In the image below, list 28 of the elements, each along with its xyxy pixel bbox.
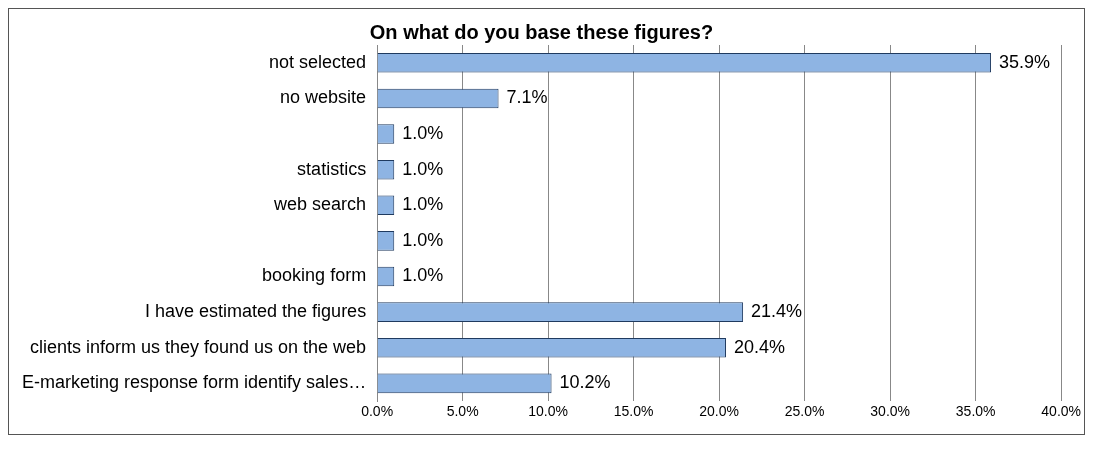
x-tick-label: 5.0% xyxy=(446,403,479,420)
y-tick-label: E-marketing response form identify sales… xyxy=(22,372,367,393)
x-tick-label: 40.0% xyxy=(1041,403,1081,420)
y-tick-label: I have estimated the figures xyxy=(145,301,367,322)
y-tick-label: no website xyxy=(280,87,367,108)
chart-title: On what do you base these figures? xyxy=(369,20,714,43)
data-label: 7.1% xyxy=(506,87,548,108)
data-label: 1.0% xyxy=(402,158,444,179)
x-tick-label: 0.0% xyxy=(361,403,394,420)
data-label: 10.2% xyxy=(559,372,611,393)
x-tick-label: 15.0% xyxy=(613,403,654,420)
data-label: 21.4% xyxy=(751,301,803,322)
data-label: 20.4% xyxy=(733,336,786,357)
y-tick-label: web search xyxy=(273,194,367,215)
data-label: 35.9% xyxy=(999,51,1051,72)
y-tick-label: booking form xyxy=(262,265,367,286)
x-tick-label: 25.0% xyxy=(784,403,825,420)
data-label: 1.0% xyxy=(402,229,444,250)
x-tick-label: 10.0% xyxy=(528,403,568,420)
data-label: 1.0% xyxy=(402,123,444,144)
y-tick-label: not selected xyxy=(269,51,367,72)
x-tick-label: 35.0% xyxy=(955,403,996,420)
y-tick-label: clients inform us they found us on the web xyxy=(29,336,367,357)
x-tick-label: 20.0% xyxy=(699,403,739,420)
x-tick-label: 30.0% xyxy=(870,403,910,420)
data-label: 1.0% xyxy=(402,194,444,215)
y-tick-label: statistics xyxy=(297,158,367,179)
data-label: 1.0% xyxy=(402,265,444,286)
